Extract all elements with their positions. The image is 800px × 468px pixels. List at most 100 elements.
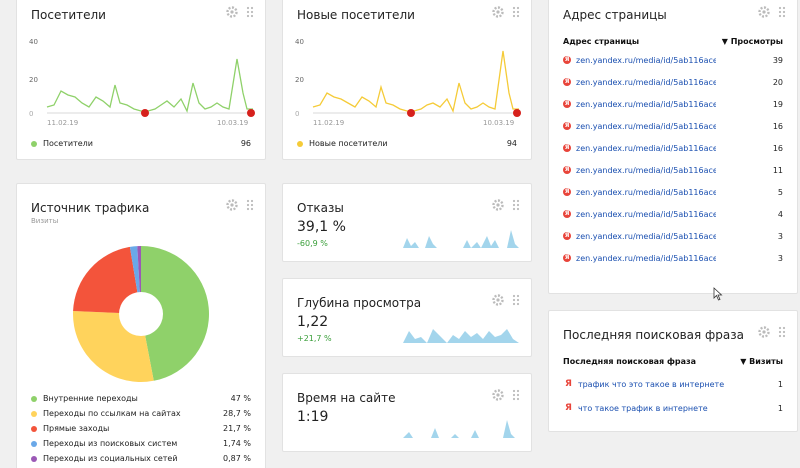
gear-icon[interactable]: [757, 5, 771, 19]
new-visitors-line: [312, 50, 519, 113]
depth-card: Глубина просмотра 1,22 +21,7 %: [282, 278, 532, 357]
traffic-legend-item[interactable]: Прямые заходы: [31, 424, 109, 433]
traffic-legend-item[interactable]: Переходы из социальных сетей: [31, 454, 178, 463]
drag-handle-icon[interactable]: [775, 5, 789, 19]
gear-icon[interactable]: [491, 198, 505, 212]
page-url-link[interactable]: zen.yandex.ru/media/id/5ab116ace4...: [576, 187, 716, 197]
page-url-link[interactable]: zen.yandex.ru/media/id/5ab116ace4...: [576, 209, 716, 219]
legend-label: Прямые заходы: [43, 424, 110, 433]
y-tick-40: 40: [295, 38, 304, 46]
gear-icon[interactable]: [491, 388, 505, 402]
x-label-end: 10.03.19: [217, 119, 248, 127]
page-url-link[interactable]: zen.yandex.ru/media/id/5ab116ace4...: [576, 253, 716, 263]
visits-count: 1: [777, 379, 783, 389]
gear-icon[interactable]: [757, 325, 771, 339]
page-url-link[interactable]: zen.yandex.ru/media/id/5ab116ace4...: [576, 99, 716, 109]
visitors-title: Посетители: [31, 8, 106, 22]
views-count: 39: [772, 55, 783, 65]
drag-handle-icon[interactable]: [509, 198, 523, 212]
drag-handle-icon[interactable]: [243, 198, 257, 212]
event-marker: [247, 109, 255, 117]
page-url-link[interactable]: zen.yandex.ru/media/id/5ab116ace4...: [576, 231, 716, 241]
page-url-link[interactable]: zen.yandex.ru/media/id/5ab116ace4...: [576, 121, 716, 131]
event-marker: [141, 109, 149, 117]
yandex-search-icon: Я: [565, 379, 572, 389]
y-tick-0: 0: [295, 110, 299, 118]
bounces-title: Отказы: [297, 201, 344, 215]
yandex-zen-icon: Я: [563, 210, 571, 218]
last-search-card: Последняя поисковая фраза Последняя поис…: [548, 310, 798, 432]
search-phrase-link[interactable]: трафик что это такое в интернете: [577, 379, 725, 389]
legend-value: 0,87 %: [223, 454, 251, 463]
yandex-zen-icon: Я: [563, 232, 571, 240]
col-search-phrase[interactable]: Последняя поисковая фраза: [563, 357, 697, 366]
bounces-value: 39,1 %: [297, 219, 346, 235]
traffic-source-subtitle: Визиты: [31, 217, 59, 225]
donut-slice[interactable]: [73, 246, 141, 314]
x-label-end: 10.03.19: [483, 119, 514, 127]
views-count: 11: [772, 165, 783, 175]
page-url-link[interactable]: zen.yandex.ru/media/id/5ab116ace4...: [576, 165, 716, 175]
drag-handle-icon[interactable]: [509, 5, 523, 19]
visits-count: 1: [777, 403, 783, 413]
last-search-title: Последняя поисковая фраза: [563, 328, 745, 342]
legend-label: Новые посетители: [309, 139, 388, 148]
visitors-total: 96: [240, 139, 251, 148]
page-address-title: Адрес страницы: [563, 8, 667, 22]
event-marker: [513, 109, 521, 117]
col-views-sort[interactable]: ▼ Просмотры: [721, 37, 783, 46]
bounces-delta: -60,9 %: [297, 239, 328, 248]
legend-value: 21,7 %: [223, 424, 251, 433]
views-count: 4: [777, 209, 783, 219]
yandex-zen-icon: Я: [563, 254, 571, 262]
gear-icon[interactable]: [491, 5, 505, 19]
legend-value: 47 %: [230, 394, 251, 403]
legend-value: 28,7 %: [223, 409, 251, 418]
views-count: 3: [777, 253, 783, 263]
visitors-line: [46, 58, 253, 113]
legend-label: Переходы по ссылкам на сайтах: [43, 409, 181, 418]
traffic-legend-item[interactable]: Переходы из поисковых систем: [31, 439, 177, 448]
traffic-legend-item[interactable]: Переходы по ссылкам на сайтах: [31, 409, 181, 418]
search-phrase-link[interactable]: что такое трафик в интернете: [577, 403, 708, 413]
gear-icon[interactable]: [225, 5, 239, 19]
yandex-zen-icon: Я: [563, 188, 571, 196]
gear-icon[interactable]: [491, 293, 505, 307]
visitors-legend[interactable]: Посетители: [31, 139, 93, 148]
legend-label: Переходы из социальных сетей: [43, 454, 178, 463]
views-count: 19: [772, 99, 783, 109]
time-on-site-title: Время на сайте: [297, 391, 396, 405]
gear-icon[interactable]: [225, 198, 239, 212]
page-url-link[interactable]: zen.yandex.ru/media/id/5ab116ace4...: [576, 143, 716, 153]
event-marker: [407, 109, 415, 117]
drag-handle-icon[interactable]: [775, 325, 789, 339]
page-url-link[interactable]: zen.yandex.ru/media/id/5ab116ace4...: [576, 55, 716, 65]
traffic-legend-item[interactable]: Внутренние переходы: [31, 394, 138, 403]
views-count: 20: [772, 77, 783, 87]
page-url-link[interactable]: zen.yandex.ru/media/id/5ab116ace4...: [576, 77, 716, 87]
drag-handle-icon[interactable]: [509, 388, 523, 402]
donut-slice[interactable]: [141, 246, 209, 381]
col-page-address[interactable]: Адрес страницы: [563, 37, 640, 46]
drag-handle-icon[interactable]: [243, 5, 257, 19]
yandex-zen-icon: Я: [563, 78, 571, 86]
yandex-zen-icon: Я: [563, 166, 571, 174]
new-visitors-legend[interactable]: Новые посетители: [297, 139, 388, 148]
col-visits-sort[interactable]: ▼ Визиты: [740, 357, 783, 366]
drag-handle-icon[interactable]: [509, 293, 523, 307]
y-tick-0: 0: [29, 110, 33, 118]
yandex-zen-icon: Я: [563, 122, 571, 130]
bounces-sparkline: [403, 230, 519, 248]
